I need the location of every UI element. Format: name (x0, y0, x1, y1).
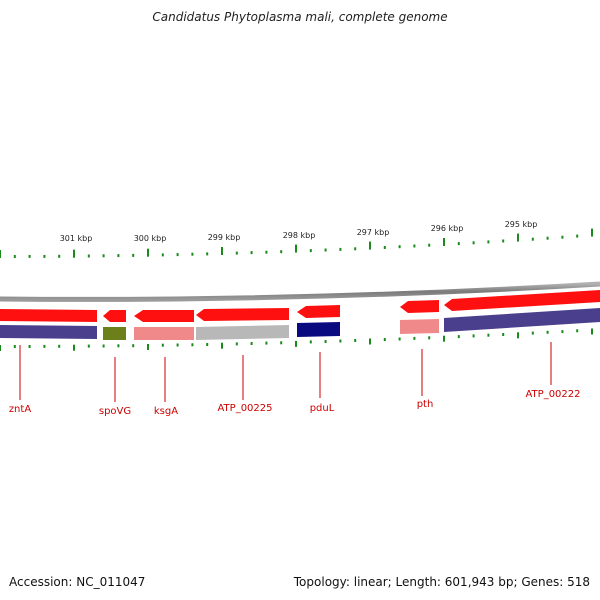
label-connectors (19, 342, 552, 402)
scale-label-297kbp: 297 kbp (357, 228, 390, 237)
cog-block-ksgA (134, 327, 194, 340)
gene-label-pduL: pduL (310, 403, 335, 414)
gene-arrow-ATP_00222 (444, 290, 600, 311)
gene-label-pth: pth (417, 399, 434, 410)
outer-scale-ticks (0, 228, 593, 258)
gene-arrow-pth (400, 300, 439, 313)
map-title: Candidatus Phytoplasma mali, complete ge… (152, 10, 448, 24)
genome-backbone (0, 281, 600, 302)
gene-label-zntA: zntA (9, 404, 32, 415)
scale-labels: 301 kbp 300 kbp 299 kbp 298 kbp 297 kbp … (60, 220, 538, 243)
inner-scale-ticks (0, 328, 593, 351)
plus-strand-genes (0, 290, 600, 322)
cog-block-ATP_00225 (196, 325, 289, 340)
gene-label-ksgA: ksgA (154, 406, 178, 417)
genome-stats-label: Topology: linear; Length: 601,943 bp; Ge… (293, 575, 590, 589)
scale-label-299kbp: 299 kbp (208, 233, 241, 242)
gene-label-ATP_00225: ATP_00225 (217, 403, 272, 414)
scale-label-298kbp: 298 kbp (283, 231, 316, 240)
cog-block-ATP_00222 (444, 308, 600, 332)
accession-label: Accession: NC_011047 (9, 575, 146, 589)
cog-block-pth (400, 319, 439, 334)
scale-label-295kbp: 295 kbp (505, 220, 538, 229)
cog-block-zntA (0, 325, 97, 339)
gene-arrow-pduL (297, 305, 340, 318)
gene-arrow-ATP_00225 (196, 308, 289, 321)
scale-label-300kbp: 300 kbp (134, 234, 167, 243)
scale-label-296kbp: 296 kbp (431, 224, 464, 233)
gene-label-spoVG: spoVG (99, 406, 131, 417)
gene-arrow-ksgA (134, 310, 194, 322)
scale-label-301kbp: 301 kbp (60, 234, 93, 243)
cog-block-spoVG (103, 327, 126, 340)
gene-labels: zntA spoVG ksgA ATP_00225 pduL pth ATP_0… (9, 389, 581, 417)
gene-label-ATP_00222: ATP_00222 (525, 389, 580, 400)
gene-arrow-spoVG (103, 310, 126, 322)
gene-arrow-zntA (0, 309, 97, 322)
cog-feature-row (0, 308, 600, 340)
cog-block-pduL (297, 322, 340, 337)
